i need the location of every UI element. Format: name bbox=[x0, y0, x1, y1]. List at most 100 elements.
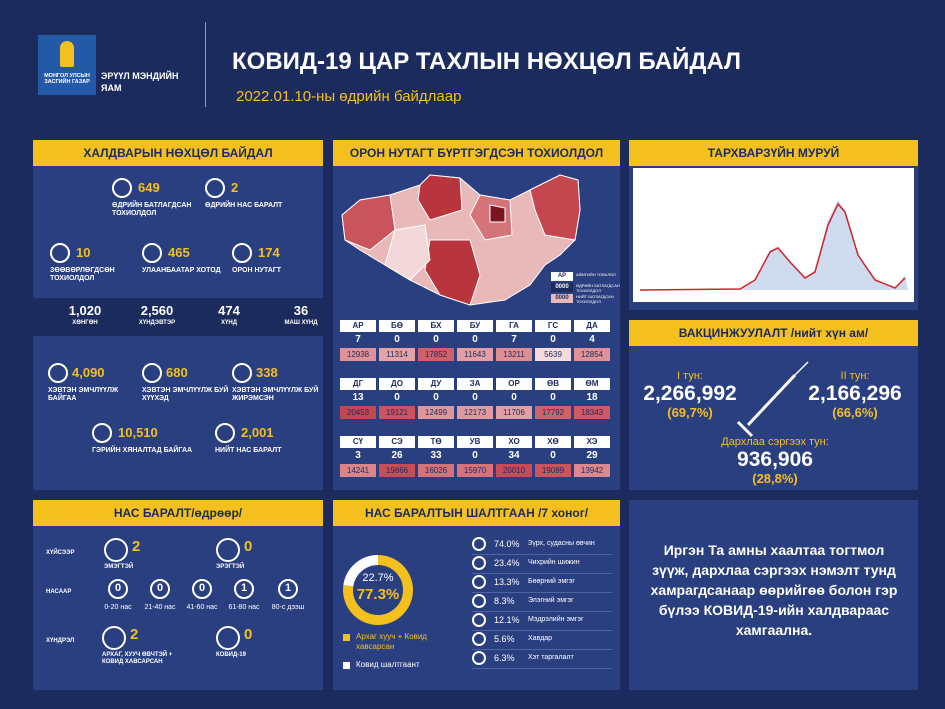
death-label: АРХАГ, ХУУЧ ӨВЧТЭЙ + КОВИД ХАВСАРСАН bbox=[102, 652, 173, 665]
dose-value: 2,166,296 bbox=[808, 382, 902, 405]
aimag-code: ДУ bbox=[418, 378, 454, 390]
aimag-total: 12854 bbox=[574, 348, 610, 361]
legend-label: АЙМГИЙН ТОВЧЛОЛ bbox=[576, 272, 616, 277]
cause-percent: 8.3% bbox=[494, 596, 515, 606]
aimag-total: 19866 bbox=[379, 464, 415, 477]
death-value: 0 bbox=[244, 626, 253, 643]
panel-title: ТАРХВАРЗҮЙН МУРУЙ bbox=[629, 140, 918, 166]
aimag-code: ХЭ bbox=[574, 436, 610, 448]
legend-label: Архаг хууч + Ковид хавсарсан bbox=[356, 632, 427, 651]
stat-value: 680 bbox=[166, 365, 188, 380]
stat-value: 338 bbox=[256, 365, 278, 380]
aimag-total: 13942 bbox=[574, 464, 610, 477]
cause-line bbox=[472, 611, 612, 612]
aimag-daily: 0 bbox=[550, 450, 556, 461]
aimag-code: ГА bbox=[496, 320, 532, 332]
panel-title: ВАКЦИНЖУУЛАЛТ /нийт хүн ам/ bbox=[629, 320, 918, 346]
icon bbox=[108, 579, 128, 599]
row-label: НАСААР bbox=[46, 589, 72, 595]
aimag-code: ГС bbox=[535, 320, 571, 332]
aimag-daily: 13 bbox=[352, 392, 364, 403]
icon bbox=[142, 243, 162, 263]
donut-label: 22.7% bbox=[362, 572, 394, 584]
icon bbox=[142, 363, 162, 383]
icon bbox=[472, 632, 486, 646]
aimag-total: 12938 bbox=[340, 348, 376, 361]
aimag-daily: 0 bbox=[550, 392, 556, 403]
death-value: 2 bbox=[130, 626, 139, 643]
cause-percent: 5.6% bbox=[494, 634, 515, 644]
aimag-total: 12173 bbox=[457, 406, 493, 419]
cause-percent: 74.0% bbox=[494, 539, 520, 549]
icon bbox=[92, 423, 112, 443]
death-label: 21-40 нас bbox=[144, 604, 176, 611]
aimag-total: 15970 bbox=[457, 464, 493, 477]
death-value: 1 bbox=[284, 582, 292, 594]
severity-value: 36 bbox=[293, 303, 309, 318]
stat-label: УЛААНБААТАР ХОТОД bbox=[142, 267, 221, 274]
donut-label: 77.3% bbox=[356, 586, 400, 603]
severity-value: 474 bbox=[218, 303, 240, 318]
cause-name: Хэт таргалалт bbox=[528, 654, 574, 661]
legend-sample: 0000 bbox=[551, 283, 573, 292]
icon bbox=[48, 363, 68, 383]
icon bbox=[232, 243, 252, 263]
aimag-total: 11643 bbox=[457, 348, 493, 361]
ministry-name: ЭРҮҮЛ МЭНДИЙН ЯАМ bbox=[101, 71, 179, 93]
government-name: МОНГОЛ УЛСЫН ЗАСГИЙН ГАЗАР bbox=[44, 73, 90, 85]
icon bbox=[472, 594, 486, 608]
legend-label: НИЙТ БАТЛАГДСАН ТОХИОЛДОЛ bbox=[576, 294, 614, 304]
icon bbox=[205, 178, 225, 198]
aimag-daily: 7 bbox=[355, 334, 361, 345]
cause-name: Элэгний эмгэг bbox=[528, 597, 574, 604]
dose-value: 2,266,992 bbox=[643, 382, 737, 405]
legend-label: ӨДРИЙН БАТЛАГДСАН ТОХИОЛДОЛ bbox=[576, 283, 620, 293]
aimag-code: УВ bbox=[457, 436, 493, 448]
logo: МОНГОЛ УЛСЫН ЗАСГИЙН ГАЗАР bbox=[38, 35, 96, 95]
stat-value: 649 bbox=[138, 180, 160, 195]
subtitle: 2022.01.10-ны өдрийн байдлаар bbox=[236, 88, 462, 105]
aimag-total: 12499 bbox=[418, 406, 454, 419]
aimag-code: ХО bbox=[496, 436, 532, 448]
cause-line bbox=[472, 668, 612, 669]
cause-name: Чихрийн шижин bbox=[528, 559, 580, 566]
emblem bbox=[60, 41, 74, 67]
aimag-total: 19121 bbox=[379, 406, 415, 419]
icon bbox=[472, 651, 486, 665]
aimag-daily: 33 bbox=[430, 450, 442, 461]
cause-name: Бөөрний эмгэг bbox=[528, 578, 575, 585]
icon bbox=[232, 363, 252, 383]
cause-percent: 6.3% bbox=[494, 653, 515, 663]
stat-value: 10,510 bbox=[118, 425, 158, 440]
aimag-daily: 0 bbox=[394, 392, 400, 403]
aimag-code: ДГ bbox=[340, 378, 376, 390]
cause-line bbox=[472, 592, 612, 593]
cause-line bbox=[472, 573, 612, 574]
aimag-daily: 0 bbox=[433, 334, 439, 345]
severity-label: МАШ ХҮНД bbox=[284, 320, 318, 326]
aimag-code: ДО bbox=[379, 378, 415, 390]
death-value: 0 bbox=[244, 538, 253, 555]
death-label: ЭМЭГТЭЙ bbox=[104, 564, 134, 570]
aimag-daily: 0 bbox=[433, 392, 439, 403]
divider bbox=[205, 22, 206, 107]
aimag-code: СЭ bbox=[379, 436, 415, 448]
aimag-daily: 3 bbox=[355, 450, 361, 461]
icon bbox=[150, 579, 170, 599]
aimag-total: 20010 bbox=[496, 464, 532, 477]
legend-swatch bbox=[343, 662, 350, 669]
aimag-code: ДА bbox=[574, 320, 610, 332]
aimag-total: 20453 bbox=[340, 406, 376, 419]
message: Иргэн Та амны хаалтаа тогтмол зүүж, дарх… bbox=[650, 542, 898, 638]
stat-label: ХЭВТЭН ЭМЧЛҮҮЛЖ БУЙ ХҮҮХЭД bbox=[142, 387, 229, 402]
dose-label: Дархлаа сэргээх тун: bbox=[721, 436, 829, 448]
aimag-daily: 0 bbox=[511, 392, 517, 403]
aimag-total: 19089 bbox=[535, 464, 571, 477]
stat-value: 10 bbox=[76, 245, 91, 260]
stat-value: 2,001 bbox=[241, 425, 274, 440]
death-value: 0 bbox=[198, 582, 206, 594]
aimag-code: ОР bbox=[496, 378, 532, 390]
icon bbox=[112, 178, 132, 198]
aimag-total: 18343 bbox=[574, 406, 610, 419]
